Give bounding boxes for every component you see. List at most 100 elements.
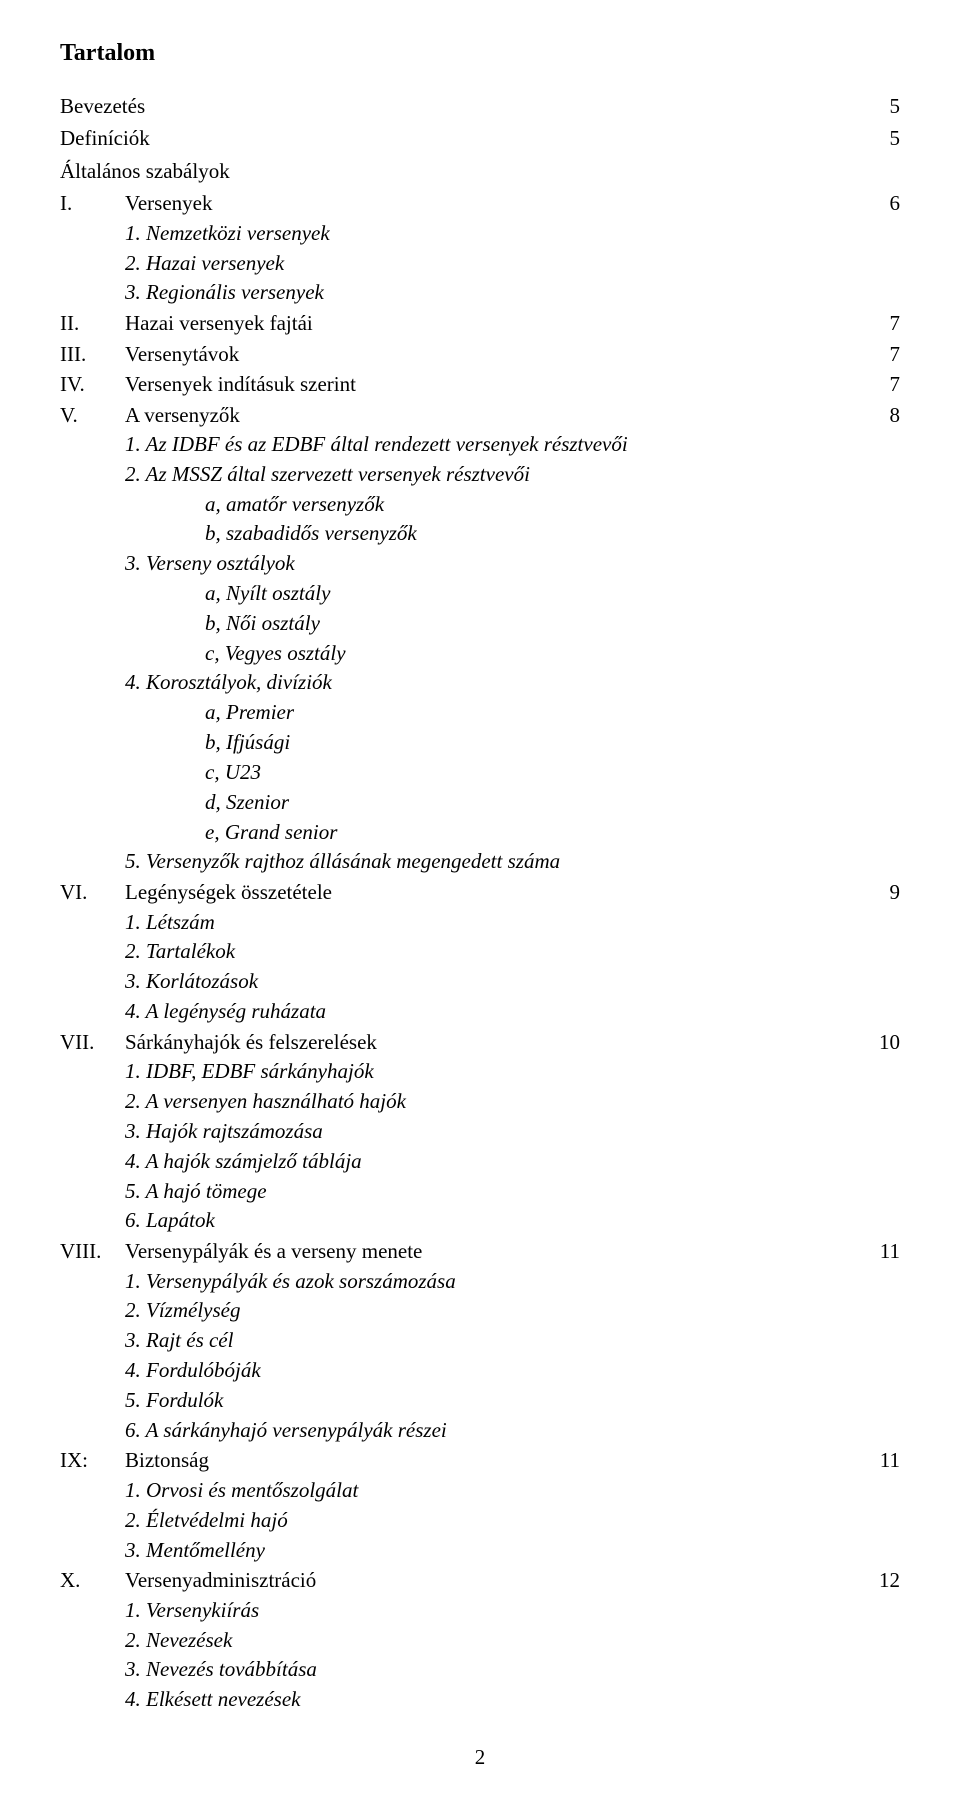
toc-section-title: Biztonság bbox=[125, 1448, 209, 1472]
toc-section-roman: VII. bbox=[60, 1027, 125, 1057]
toc-sub-item: 5. A hajó tömege bbox=[60, 1177, 900, 1207]
toc-sub-item: 4. A hajók számjelző táblája bbox=[60, 1147, 900, 1177]
toc-section-left: III.Versenytávok bbox=[60, 339, 239, 369]
toc-sub-item: 1. Létszám bbox=[60, 908, 900, 938]
toc-sub-item: 2. Tartalékok bbox=[60, 937, 900, 967]
toc-subsub-item: a, Premier bbox=[60, 698, 900, 728]
toc-section: VIII.Versenypályák és a verseny menete 11… bbox=[60, 1236, 900, 1445]
toc-section-head: IX:Biztonság 11 bbox=[60, 1445, 900, 1475]
toc-section-head: VII.Sárkányhajók és felszerelések 10 bbox=[60, 1027, 900, 1057]
toc-subsub-item: e, Grand senior bbox=[60, 818, 900, 848]
toc-top-row: Definíciók5 bbox=[60, 123, 900, 153]
toc-sub-item: 2. Nevezések bbox=[60, 1626, 900, 1656]
page-number: 2 bbox=[60, 1745, 900, 1770]
toc-section-title: Versenyadminisztráció bbox=[125, 1568, 316, 1592]
toc-section-left: VI.Legénységek összetétele bbox=[60, 877, 332, 907]
toc-section: IX:Biztonság 111. Orvosi és mentőszolgála… bbox=[60, 1445, 900, 1565]
toc-section: VI.Legénységek összetétele 91. Létszám2. … bbox=[60, 877, 900, 1027]
toc-sub-item: 4. Fordulóbóják bbox=[60, 1356, 900, 1386]
toc-subsub-item: a, amatőr versenyzők bbox=[60, 490, 900, 520]
toc-sub-item: 2. Az MSSZ által szervezett versenyek ré… bbox=[60, 460, 900, 490]
toc-top-label: Általános szabályok bbox=[60, 156, 860, 186]
toc-section-left: IX:Biztonság bbox=[60, 1445, 209, 1475]
toc-section-title: Hazai versenyek fajtái bbox=[125, 311, 313, 335]
toc-section-left: V.A versenyzők bbox=[60, 400, 240, 430]
toc-sub-item: 1. Orvosi és mentőszolgálat bbox=[60, 1476, 900, 1506]
toc-section-left: I.Versenyek bbox=[60, 188, 212, 218]
toc-sub-item: 5. Versenyzők rajthoz állásának megenged… bbox=[60, 847, 900, 877]
toc-sub-item: 4. Korosztályok, divíziók bbox=[60, 668, 900, 698]
toc-section-title: A versenyzők bbox=[125, 403, 240, 427]
toc-sub-item: 6. A sárkányhajó versenypályák részei bbox=[60, 1416, 900, 1446]
toc-section-page: 11 bbox=[880, 1236, 900, 1266]
toc-subsub-item: d, Szenior bbox=[60, 788, 900, 818]
toc-section-roman: X. bbox=[60, 1565, 125, 1595]
toc-top-label: Bevezetés bbox=[60, 91, 860, 121]
toc-section-page: 7 bbox=[890, 369, 901, 399]
toc-section-head: I.Versenyek 6 bbox=[60, 188, 900, 218]
toc-sub-item: 6. Lapátok bbox=[60, 1206, 900, 1236]
toc-subsub-item: c, U23 bbox=[60, 758, 900, 788]
toc-sub-item: 3. Hajók rajtszámozása bbox=[60, 1117, 900, 1147]
toc-section-title: Sárkányhajók és felszerelések bbox=[125, 1030, 377, 1054]
toc-section-roman: I. bbox=[60, 188, 125, 218]
toc-section: V.A versenyzők 81. Az IDBF és az EDBF ált… bbox=[60, 400, 900, 878]
toc-section-page: 9 bbox=[890, 877, 901, 907]
toc-section: VII.Sárkányhajók és felszerelések 101. ID… bbox=[60, 1027, 900, 1236]
toc-section-head: IV.Versenyek indításuk szerint 7 bbox=[60, 369, 900, 399]
toc-sub-item: 4. Elkésett nevezések bbox=[60, 1685, 900, 1715]
toc-sub-item: 2. Vízmélység bbox=[60, 1296, 900, 1326]
toc-sub-item: 1. IDBF, EDBF sárkányhajók bbox=[60, 1057, 900, 1087]
toc-section-page: 7 bbox=[890, 308, 901, 338]
toc-section-roman: II. bbox=[60, 308, 125, 338]
toc-section-page: 8 bbox=[890, 400, 901, 430]
toc-sub-item: 3. Mentőmellény bbox=[60, 1536, 900, 1566]
toc-section-left: II.Hazai versenyek fajtái bbox=[60, 308, 313, 338]
toc-section-head: X.Versenyadminisztráció 12 bbox=[60, 1565, 900, 1595]
toc-sub-item: 1. Az IDBF és az EDBF által rendezett ve… bbox=[60, 430, 900, 460]
toc-sub-item: 3. Rajt és cél bbox=[60, 1326, 900, 1356]
toc-sub-item: 3. Verseny osztályok bbox=[60, 549, 900, 579]
toc-section-head: III.Versenytávok 7 bbox=[60, 339, 900, 369]
toc-section: X.Versenyadminisztráció 121. Versenykiírá… bbox=[60, 1565, 900, 1715]
toc-section: III.Versenytávok 7 bbox=[60, 339, 900, 369]
toc-section-left: X.Versenyadminisztráció bbox=[60, 1565, 316, 1595]
toc-sub-item: 1. Versenypályák és azok sorszámozása bbox=[60, 1267, 900, 1297]
toc-section-left: VII.Sárkányhajók és felszerelések bbox=[60, 1027, 377, 1057]
toc-subsub-item: b, szabadidős versenyzők bbox=[60, 519, 900, 549]
toc-section: IV.Versenyek indításuk szerint 7 bbox=[60, 369, 900, 399]
toc-subsub-item: b, Női osztály bbox=[60, 609, 900, 639]
toc-sub-item: 4. A legénység ruházata bbox=[60, 997, 900, 1027]
toc-section-page: 10 bbox=[879, 1027, 900, 1057]
toc-sections: I.Versenyek61. Nemzetközi versenyek2. Ha… bbox=[60, 188, 900, 1715]
toc-section-title: Versenytávok bbox=[125, 342, 239, 366]
toc-section-page: 12 bbox=[879, 1565, 900, 1595]
toc-section-roman: IX: bbox=[60, 1445, 125, 1475]
toc-section: II.Hazai versenyek fajtái 7 bbox=[60, 308, 900, 338]
toc-section-title: Versenypályák és a verseny menete bbox=[125, 1239, 422, 1263]
toc-section-page: 11 bbox=[880, 1445, 900, 1475]
toc-top-row: Bevezetés5 bbox=[60, 91, 900, 121]
toc-subsub-item: c, Vegyes osztály bbox=[60, 639, 900, 669]
toc-section-page: 7 bbox=[890, 339, 901, 369]
toc-sub-item: 2. A versenyen használható hajók bbox=[60, 1087, 900, 1117]
toc-section-page: 6 bbox=[890, 188, 901, 218]
toc-section-left: IV.Versenyek indításuk szerint bbox=[60, 369, 356, 399]
toc-sub-item: 3. Nevezés továbbítása bbox=[60, 1655, 900, 1685]
toc-section-head: V.A versenyzők 8 bbox=[60, 400, 900, 430]
toc-top-row: Általános szabályok bbox=[60, 156, 900, 186]
toc-section: I.Versenyek61. Nemzetközi versenyek2. Ha… bbox=[60, 188, 900, 308]
toc-section-roman: VI. bbox=[60, 877, 125, 907]
toc-section-head: VIII.Versenypályák és a verseny menete 11 bbox=[60, 1236, 900, 1266]
toc-section-head: VI.Legénységek összetétele 9 bbox=[60, 877, 900, 907]
toc-sub-item: 2. Életvédelmi hajó bbox=[60, 1506, 900, 1536]
toc-top-label: Definíciók bbox=[60, 123, 860, 153]
toc-top-page: 5 bbox=[860, 91, 900, 121]
toc-section-title: Versenyek bbox=[125, 191, 212, 215]
toc-sub-item: 2. Hazai versenyek bbox=[60, 249, 900, 279]
toc-section-roman: IV. bbox=[60, 369, 125, 399]
toc-section-roman: V. bbox=[60, 400, 125, 430]
toc-section-head: II.Hazai versenyek fajtái 7 bbox=[60, 308, 900, 338]
toc-section-left: VIII.Versenypályák és a verseny menete bbox=[60, 1236, 422, 1266]
toc-sub-item: 1. Versenykiírás bbox=[60, 1596, 900, 1626]
